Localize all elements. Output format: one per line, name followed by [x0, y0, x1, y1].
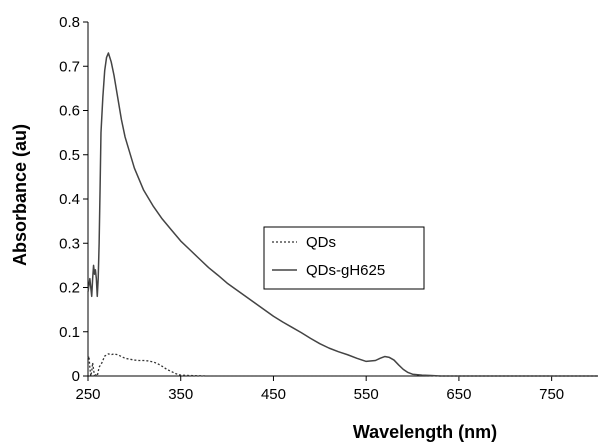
legend-label-qds: QDs — [306, 234, 336, 251]
y-tick-label: 0.5 — [59, 147, 80, 164]
y-tick-label: 0.3 — [59, 235, 80, 252]
x-tick-label: 750 — [539, 386, 564, 403]
x-tick-label: 450 — [261, 386, 286, 403]
legend-label-qds-gh625: QDs-gH625 — [306, 262, 385, 279]
y-tick-label: 0.6 — [59, 103, 80, 120]
y-tick-label: 0.7 — [59, 58, 80, 75]
y-axis-title: Absorbance (au) — [10, 124, 30, 266]
y-tick-label: 0 — [72, 368, 80, 385]
axes: 0 0.1 0.2 0.3 0.4 0.5 0.6 0.7 0.8 250 350 450 550 650… — [59, 14, 598, 403]
series-lines — [87, 52, 598, 377]
y-tick-label: 0.1 — [59, 324, 80, 341]
y-tick-label: 0.8 — [59, 14, 80, 31]
series-line-qds — [87, 353, 598, 377]
y-tick-label: 0.2 — [59, 280, 80, 297]
x-tick-label: 350 — [168, 386, 193, 403]
legend-box — [263, 226, 425, 290]
series-line-qds-gh625 — [87, 52, 598, 377]
legend: QDs QDs-gH625 — [263, 226, 425, 290]
x-axis-title: Wavelength (nm) — [353, 422, 497, 442]
x-tick-label: 250 — [75, 386, 100, 403]
x-tick-label: 550 — [354, 386, 379, 403]
y-tick-label: 0.4 — [59, 191, 80, 208]
x-tick-label: 650 — [446, 386, 471, 403]
